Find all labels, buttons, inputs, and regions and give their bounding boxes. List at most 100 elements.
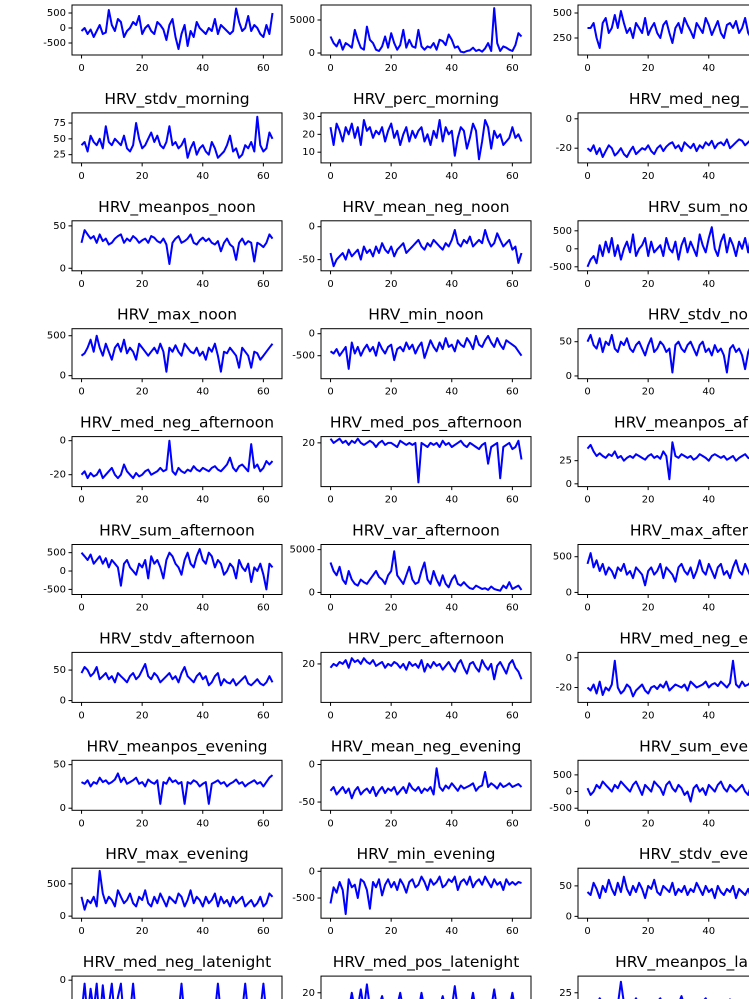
x-tick-label: 40 <box>196 818 209 829</box>
x-tick-label: 0 <box>78 63 84 74</box>
panel-title: HRV_meanpos_noon <box>98 198 256 217</box>
y-tick-label: 50 <box>53 221 66 232</box>
x-tick-label: 0 <box>327 279 333 290</box>
y-tick-label: 0 <box>309 329 315 340</box>
x-tick-label: 20 <box>385 387 398 398</box>
x-tick-label: 60 <box>506 710 519 721</box>
y-tick-label: -500 <box>549 803 572 814</box>
x-tick-label: 20 <box>642 603 655 614</box>
panel-title: HRV_sum_eve <box>639 737 748 756</box>
data-line <box>80 7 274 50</box>
y-tick-label: 20 <box>302 129 315 140</box>
x-tick-label: 60 <box>257 926 270 937</box>
y-tick-label: 25 <box>559 456 572 467</box>
panel-title: HRV_med_neg_e <box>619 629 748 648</box>
x-tick-label: 20 <box>136 63 149 74</box>
x-tick-label: 60 <box>506 603 519 614</box>
y-tick-label: -500 <box>43 584 66 595</box>
y-tick-label: 500 <box>553 770 572 781</box>
axes-frame <box>320 220 532 272</box>
axes-frame <box>320 112 532 164</box>
y-tick-label: 10 <box>302 147 315 158</box>
data-line <box>80 115 274 159</box>
data-line <box>587 10 749 49</box>
axes-frame <box>320 328 532 380</box>
axes-frame <box>71 651 283 703</box>
x-tick-label: 20 <box>385 710 398 721</box>
y-tick-label: 0 <box>566 244 572 255</box>
x-tick-label: 0 <box>78 387 84 398</box>
x-tick-label: 40 <box>445 171 458 182</box>
x-tick-label: 40 <box>445 63 458 74</box>
y-tick-label: 0 <box>566 911 572 922</box>
y-tick-label: 5000 <box>290 545 315 556</box>
x-tick-label: 60 <box>257 171 270 182</box>
x-tick-label: 0 <box>327 495 333 506</box>
y-tick-label: 0 <box>60 696 66 707</box>
panel-title: HRV_min_noon <box>368 306 484 325</box>
x-tick-label: 20 <box>385 63 398 74</box>
data-line <box>586 552 749 587</box>
axes-frame <box>320 4 532 56</box>
panel-title: HRV_max_after <box>630 522 749 541</box>
x-tick-label: 0 <box>584 387 590 398</box>
x-tick-label: 0 <box>584 63 590 74</box>
x-tick-label: 40 <box>702 63 715 74</box>
y-tick-label: 50 <box>53 134 66 145</box>
x-tick-label: 0 <box>78 495 84 506</box>
axes-frame <box>577 759 749 811</box>
y-tick-label: 50 <box>53 760 66 771</box>
panel-title: HRV_med_neg_ <box>629 90 748 109</box>
y-tick-label: -500 <box>292 351 315 362</box>
data-line <box>81 772 274 805</box>
x-tick-label: 20 <box>136 603 149 614</box>
axes-frame <box>71 759 283 811</box>
axes-frame <box>320 759 532 811</box>
x-tick-label: 40 <box>196 279 209 290</box>
data-line <box>586 333 749 374</box>
y-tick-label: 250 <box>553 33 572 44</box>
axes-frame <box>320 975 532 999</box>
x-tick-label: 60 <box>257 710 270 721</box>
y-tick-label: 500 <box>47 331 66 342</box>
data-line <box>80 869 274 911</box>
x-tick-label: 40 <box>196 710 209 721</box>
data-line <box>329 657 523 681</box>
data-line <box>586 226 749 268</box>
y-tick-label: 0 <box>60 566 66 577</box>
y-tick-label: 75 <box>53 118 66 129</box>
panel-title: HRV_meanpos_af <box>614 414 749 433</box>
y-tick-label: 30 <box>302 111 315 122</box>
y-tick-label: 500 <box>47 8 66 19</box>
x-tick-label: 60 <box>506 926 519 937</box>
y-tick-label: 0 <box>60 371 66 382</box>
x-tick-label: 20 <box>642 63 655 74</box>
y-tick-label: 0 <box>566 587 572 598</box>
x-tick-label: 20 <box>642 495 655 506</box>
data-line <box>586 441 749 481</box>
axes-frame <box>71 867 283 919</box>
y-tick-label: 500 <box>47 548 66 559</box>
x-tick-label: 40 <box>702 818 715 829</box>
x-tick-label: 40 <box>702 279 715 290</box>
axes-frame <box>577 436 749 488</box>
panel-title: HRV_min_evening <box>357 845 496 864</box>
x-tick-label: 20 <box>385 279 398 290</box>
y-tick-label: 0 <box>566 787 572 798</box>
panel-title: HRV_mean_neg_noon <box>342 198 509 217</box>
x-tick-label: 40 <box>196 926 209 937</box>
axes-frame <box>71 436 283 488</box>
x-tick-label: 0 <box>584 279 590 290</box>
panel-title: HRV_stdv_eve <box>639 845 748 864</box>
data-line <box>82 982 266 999</box>
x-tick-label: 60 <box>506 63 519 74</box>
axes-frame <box>320 867 532 919</box>
panel-title: HRV_sum_no <box>648 198 748 217</box>
y-tick-label: 0 <box>60 263 66 274</box>
y-tick-label: 0 <box>309 866 315 877</box>
panel-title: HRV_meanpos_la <box>615 953 748 972</box>
x-tick-label: 40 <box>445 818 458 829</box>
x-tick-label: 40 <box>445 387 458 398</box>
y-tick-label: -500 <box>292 893 315 904</box>
x-tick-label: 40 <box>196 171 209 182</box>
